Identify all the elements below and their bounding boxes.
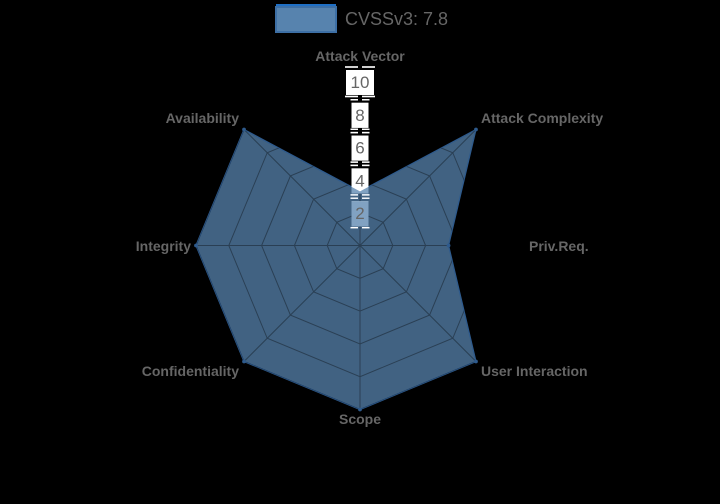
svg-text:2: 2 (355, 204, 364, 223)
svg-text:10: 10 (351, 73, 370, 92)
svg-text:6: 6 (355, 139, 364, 158)
svg-text:4: 4 (355, 171, 364, 190)
svg-text:8: 8 (355, 106, 364, 125)
